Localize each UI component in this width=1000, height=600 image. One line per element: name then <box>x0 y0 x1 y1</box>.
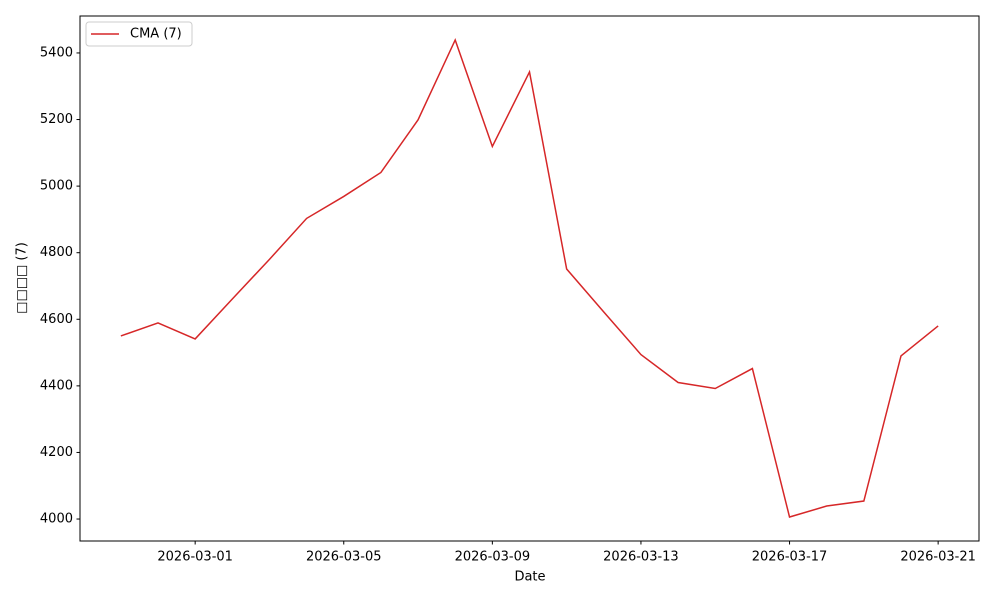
x-tick-label: 2026-03-09 <box>455 550 531 565</box>
plot-frame <box>79 15 980 542</box>
legend: CMA (7) <box>85 21 193 47</box>
y-tick-label: 5200 <box>40 112 73 127</box>
y-tick-label: 4800 <box>40 245 73 260</box>
legend-box <box>85 21 193 47</box>
x-tick-label: 2026-03-05 <box>306 550 382 565</box>
y-axis-label: □□□□ (7) <box>15 242 30 314</box>
x-axis-label: Date <box>514 570 545 585</box>
x-tick-label: 2026-03-13 <box>603 550 679 565</box>
x-tick-label: 2026-03-17 <box>752 550 828 565</box>
y-tick-label: 5400 <box>40 45 73 60</box>
y-tick-label: 5000 <box>40 179 73 194</box>
legend-label: CMA (7) <box>130 27 182 42</box>
y-tick-label: 4200 <box>40 445 73 460</box>
y-tick-label: 4400 <box>40 378 73 393</box>
x-tick-label: 2026-03-21 <box>900 550 976 565</box>
y-tick-label: 4600 <box>40 312 73 327</box>
x-tick-label: 2026-03-01 <box>157 550 233 565</box>
y-tick-label: 4000 <box>40 512 73 527</box>
data-line <box>120 37 939 518</box>
